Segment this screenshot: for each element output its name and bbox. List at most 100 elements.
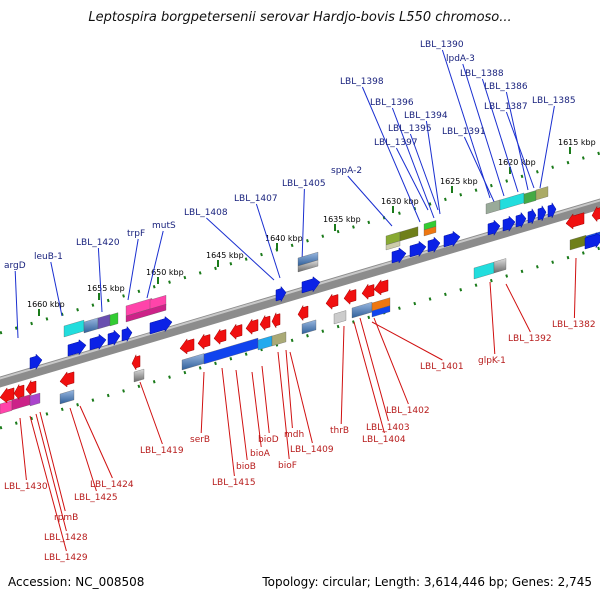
- feature-block: [271, 331, 287, 347]
- feature-block: [0, 400, 13, 415]
- reverse-gene-arrow: [197, 333, 211, 350]
- leader-line-forward: [462, 63, 505, 197]
- reverse-gene-label: glpK-1: [478, 356, 506, 366]
- feature-block: [385, 240, 401, 251]
- forward-gene-label: lpdA-3: [446, 54, 475, 64]
- accession-text: Accession: NC_008508: [8, 575, 145, 589]
- reverse-gene-label: LBL_1429: [44, 553, 88, 563]
- tick-label: 1640 kbp: [265, 234, 303, 243]
- leader-line-forward: [146, 230, 164, 299]
- reverse-gene-arrow: [259, 314, 271, 332]
- reverse-gene-arrow: [297, 304, 309, 322]
- tick-label: 1615 kbp: [558, 138, 596, 147]
- forward-gene-label: LBL_1398: [340, 77, 384, 87]
- leader-line-forward: [409, 133, 439, 211]
- reverse-gene-label: LBL_1425: [74, 493, 118, 503]
- forward-gene-arrow: [29, 353, 43, 371]
- forward-gene-label: LBL_1420: [76, 238, 120, 248]
- reverse-gene-arrow: [25, 379, 37, 397]
- reverse-gene-arrow: [271, 312, 281, 329]
- leader-line-forward: [301, 188, 305, 263]
- leader-line-forward: [539, 105, 555, 189]
- tick-label: 1635 kbp: [323, 215, 361, 224]
- leader-line-forward: [347, 175, 393, 227]
- feature-block: [523, 190, 537, 205]
- reverse-gene-arrow: [131, 354, 141, 371]
- forward-gene-label: LBL_1405: [282, 179, 326, 189]
- reverse-gene-label: LBL_1424: [90, 480, 134, 490]
- forward-gene-label: LBL_1394: [404, 111, 448, 121]
- feature-block: [109, 312, 119, 327]
- reverse-gene-arrow: [59, 371, 75, 388]
- forward-gene-arrow: [149, 316, 173, 335]
- forward-gene-label: LBL_1387: [484, 102, 528, 112]
- reverse-gene-arrow: [213, 328, 227, 345]
- reverse-gene-label: LBL_1428: [44, 533, 88, 543]
- feature-block: [29, 392, 41, 407]
- forward-gene-arrow: [67, 339, 87, 357]
- leader-line-reverse: [69, 407, 97, 492]
- forward-gene-label: mutS: [152, 221, 176, 231]
- leader-line-reverse: [251, 371, 262, 448]
- leader-line-reverse: [35, 413, 67, 532]
- reverse-gene-label: bioF: [278, 461, 297, 471]
- leader-line-reverse: [340, 325, 345, 425]
- reverse-gene-arrow: [361, 283, 375, 300]
- forward-gene-arrow: [527, 207, 537, 224]
- leader-line-reverse: [261, 365, 270, 434]
- leader-line-forward: [391, 107, 435, 219]
- forward-gene-arrow: [427, 236, 441, 254]
- reverse-gene-arrow: [179, 338, 195, 355]
- forward-gene-arrow: [537, 204, 547, 221]
- reverse-gene-label: LBL_1430: [4, 482, 48, 492]
- leader-line-forward: [127, 238, 139, 301]
- leader-line-forward: [441, 49, 491, 199]
- leader-line-reverse: [79, 405, 113, 479]
- forward-gene-arrow: [502, 215, 516, 233]
- leader-line-reverse: [573, 257, 577, 319]
- reverse-gene-label: LBL_1403: [366, 423, 410, 433]
- reverse-gene-arrow: [373, 279, 389, 296]
- reverse-gene-arrow: [325, 293, 339, 310]
- forward-gene-label: argD: [4, 261, 26, 271]
- reverse-gene-label: LBL_1404: [362, 435, 406, 445]
- leader-line-reverse: [359, 317, 389, 422]
- reverse-gene-arrow: [591, 205, 600, 223]
- reverse-gene-label: LBL_1409: [290, 445, 334, 455]
- forward-gene-arrow: [391, 247, 407, 264]
- leader-line-reverse: [489, 281, 496, 355]
- reverse-gene-arrow: [343, 288, 357, 305]
- feature-blocks: [0, 186, 600, 415]
- leader-line-forward: [206, 217, 275, 281]
- reverse-gene-arrow: [229, 323, 243, 340]
- forward-gene-arrow: [547, 201, 557, 218]
- leader-line-reverse: [505, 283, 531, 333]
- tick-label: 1650 kbp: [146, 268, 184, 277]
- forward-gene-arrow: [443, 230, 461, 248]
- feature-block: [371, 305, 391, 318]
- leader-line-forward: [50, 261, 63, 317]
- leader-line-forward: [361, 86, 421, 223]
- reverse-gene-arrow: [13, 383, 25, 401]
- forward-gene-label: LBL_1390: [420, 40, 464, 50]
- leader-line-reverse: [289, 351, 313, 444]
- reverse-gene-label: LBL_1392: [508, 334, 552, 344]
- leader-line-forward: [395, 147, 429, 211]
- reverse-gene-label: mdh: [284, 430, 304, 440]
- forward-gene-arrow: [409, 240, 427, 258]
- feature-block: [493, 258, 507, 274]
- leader-line-forward: [255, 203, 281, 279]
- reverse-gene-label: bioA: [250, 449, 271, 459]
- reverse-gene-label: bioB: [236, 462, 256, 472]
- tick-label: 1655 kbp: [87, 284, 125, 293]
- leader-line-reverse: [19, 417, 27, 481]
- feature-block: [301, 319, 317, 335]
- leader-line-forward: [505, 111, 535, 189]
- feature-block: [63, 319, 85, 338]
- forward-gene-label: LBL_1385: [532, 96, 576, 106]
- forward-gene-label: LBL_1386: [484, 82, 528, 92]
- reverse-gene-label: bioD: [258, 435, 279, 445]
- leader-line-forward: [425, 120, 441, 215]
- feature-block: [485, 199, 501, 215]
